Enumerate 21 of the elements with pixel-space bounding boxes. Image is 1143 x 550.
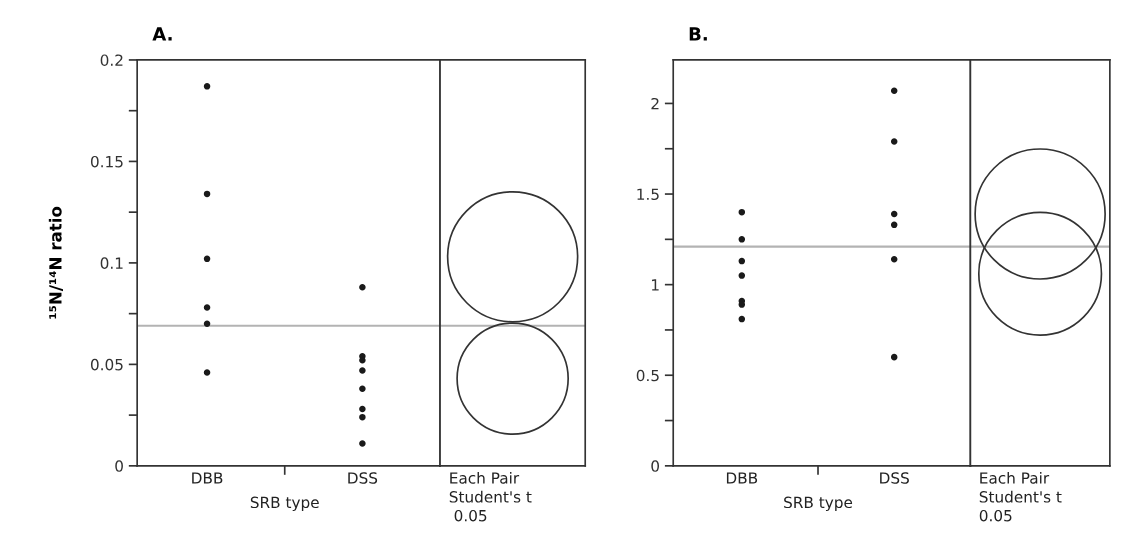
y-tick-label: 0.5 [636,369,659,382]
chart-title: B. [689,27,707,41]
y-tick-label: 0.05 [90,358,123,371]
y-tick-label: 0 [115,460,123,472]
y-tick-label: 0.15 [90,155,123,168]
y-tick-label: 0 [651,460,660,472]
x-tick-label: DBB [726,472,758,484]
y-tick-label: 1 [651,279,659,291]
chart-title: A. [152,27,172,41]
x-tick-label: Each Pair Student's t 0.05 [449,471,532,522]
y-tick-label: 2 [651,97,659,110]
x-tick-label: DBB [192,472,223,484]
y-axis-title: ¹⁵N/¹⁴N ratio [48,206,64,319]
y-tick-label: 0.1 [100,257,123,269]
x-tick-label: Each Pair Student's t 0.05 [979,471,1062,522]
y-tick-label: 0.2 [100,54,123,66]
x-tick-label: DSS [880,472,909,484]
x-tick-label: DSS [348,472,378,484]
x-axis-title: SRB type [250,496,319,512]
x-axis-title: SRB type [784,496,853,512]
y-tick-label: 1.5 [637,188,659,201]
